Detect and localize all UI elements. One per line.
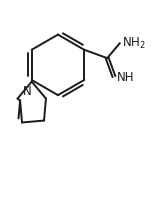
Text: NH$_2$: NH$_2$ <box>122 36 146 51</box>
Text: N: N <box>22 85 31 98</box>
Text: NH: NH <box>116 71 134 84</box>
